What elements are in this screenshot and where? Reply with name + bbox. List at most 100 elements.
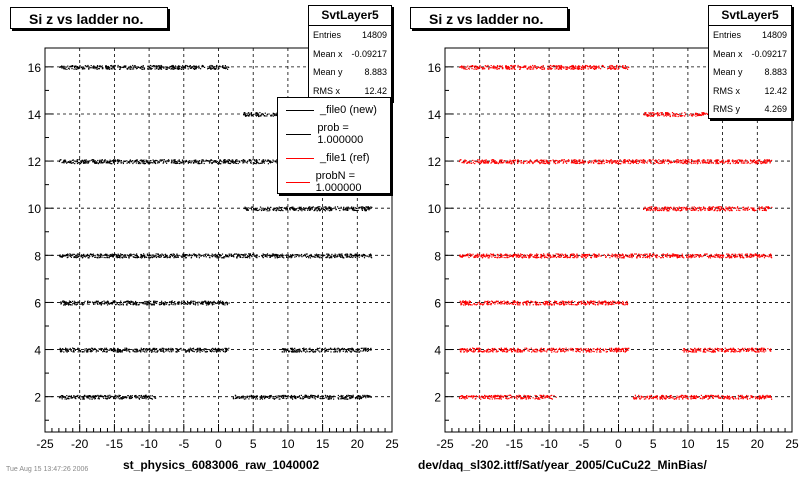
scatter-point xyxy=(528,161,530,163)
scatter-point xyxy=(562,162,564,164)
scatter-point xyxy=(294,208,296,210)
scatter-point xyxy=(77,301,79,303)
scatter-point xyxy=(182,160,184,162)
scatter-point xyxy=(179,65,181,67)
scatter-point xyxy=(496,162,498,164)
scatter-point xyxy=(157,255,159,258)
scatter-point xyxy=(193,351,195,353)
scatter-point xyxy=(177,349,179,351)
scatter-point xyxy=(754,162,756,164)
scatter-point xyxy=(110,254,112,257)
scatter-point xyxy=(766,159,768,161)
scatter-point xyxy=(177,301,179,303)
scatter-point xyxy=(181,349,183,351)
scatter-point xyxy=(143,253,145,255)
scatter-point xyxy=(134,303,137,305)
scatter-point xyxy=(285,209,287,211)
x-tick-label: -15 xyxy=(106,437,124,451)
scatter-point xyxy=(99,159,101,161)
scatter-point xyxy=(607,68,609,70)
scatter-point xyxy=(100,303,102,305)
scatter-point xyxy=(344,398,346,400)
scatter-point xyxy=(274,113,276,115)
scatter-point xyxy=(334,347,336,349)
scatter-point xyxy=(75,68,77,70)
scatter-point xyxy=(231,255,233,257)
scatter-point xyxy=(222,348,224,350)
scatter-point xyxy=(59,254,61,256)
scatter-point xyxy=(330,398,332,400)
scatter-point xyxy=(327,209,329,211)
scatter-point xyxy=(154,347,156,349)
scatter-point xyxy=(369,395,371,397)
scatter-point xyxy=(89,348,91,350)
scatter-point xyxy=(97,163,99,165)
scatter-point xyxy=(117,351,119,353)
scatter-point xyxy=(568,67,571,69)
scatter-point xyxy=(669,115,671,117)
scatter-point xyxy=(502,68,504,70)
scatter-point xyxy=(250,207,252,209)
scatter-point xyxy=(363,349,365,351)
scatter-point xyxy=(132,304,134,306)
scatter-point xyxy=(495,162,497,164)
scatter-point xyxy=(474,163,476,165)
scatter-point xyxy=(70,304,72,306)
scatter-point xyxy=(187,301,189,303)
scatter-point xyxy=(149,351,151,353)
scatter-point xyxy=(219,348,221,350)
y-tick-label: 16 xyxy=(28,61,42,75)
scatter-point xyxy=(230,162,232,164)
scatter-point xyxy=(130,66,132,68)
scatter-point xyxy=(342,350,344,352)
scatter-point xyxy=(354,397,356,399)
scatter-point xyxy=(212,255,214,258)
scatter-point xyxy=(280,255,282,257)
scatter-point xyxy=(216,65,218,67)
scatter-point xyxy=(366,349,368,351)
scatter-point xyxy=(304,394,307,397)
scatter-point xyxy=(103,349,105,351)
scatter-point xyxy=(124,160,126,163)
scatter-point xyxy=(371,257,373,259)
scatter-point xyxy=(569,65,571,68)
scatter-point xyxy=(588,161,591,163)
scatter-point xyxy=(323,397,325,399)
scatter-point xyxy=(112,350,115,353)
scatter-point xyxy=(73,302,75,304)
scatter-point xyxy=(694,112,697,114)
scatter-point xyxy=(540,159,542,161)
scatter-point xyxy=(116,395,118,397)
scatter-point xyxy=(492,160,494,162)
scatter-point xyxy=(128,256,130,258)
scatter-point xyxy=(579,65,581,67)
scatter-point xyxy=(156,302,158,304)
scatter-point xyxy=(595,65,597,67)
scatter-point xyxy=(327,254,329,256)
scatter-point xyxy=(236,160,238,162)
scatter-point xyxy=(340,397,342,400)
scatter-point xyxy=(351,395,353,397)
scatter-point xyxy=(77,159,79,161)
scatter-point xyxy=(94,348,96,350)
scatter-point xyxy=(114,65,116,67)
scatter-point xyxy=(531,68,533,70)
scatter-point xyxy=(566,68,568,70)
scatter-point xyxy=(121,397,123,399)
scatter-point xyxy=(314,254,316,256)
scatter-point xyxy=(358,256,360,258)
scatter-point xyxy=(61,350,63,352)
scatter-point xyxy=(329,395,331,397)
scatter-point xyxy=(271,254,273,256)
scatter-point xyxy=(221,348,223,350)
left-stats-row: Entries 14809 xyxy=(309,26,391,45)
scatter-point xyxy=(243,162,245,164)
scatter-point xyxy=(243,112,246,114)
scatter-point xyxy=(264,255,267,257)
scatter-point xyxy=(300,255,302,257)
scatter-point xyxy=(174,159,176,161)
scatter-point xyxy=(209,301,211,303)
scatter-point xyxy=(136,396,138,399)
scatter-point xyxy=(80,66,83,68)
scatter-point xyxy=(129,253,131,255)
